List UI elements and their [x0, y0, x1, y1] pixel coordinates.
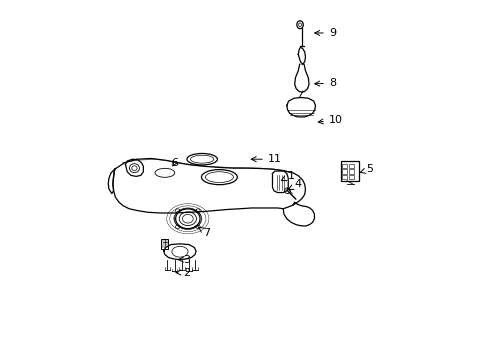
Text: 5: 5	[360, 164, 373, 174]
Text: 8: 8	[314, 78, 335, 88]
Text: 11: 11	[251, 154, 281, 164]
Text: 3: 3	[178, 255, 190, 265]
Text: 4: 4	[288, 179, 301, 189]
Text: 1: 1	[281, 171, 294, 181]
Text: 10: 10	[318, 115, 342, 125]
Text: 7: 7	[198, 227, 210, 238]
Text: 9: 9	[314, 28, 335, 38]
Text: 2: 2	[176, 267, 190, 278]
Text: 6: 6	[171, 158, 178, 168]
